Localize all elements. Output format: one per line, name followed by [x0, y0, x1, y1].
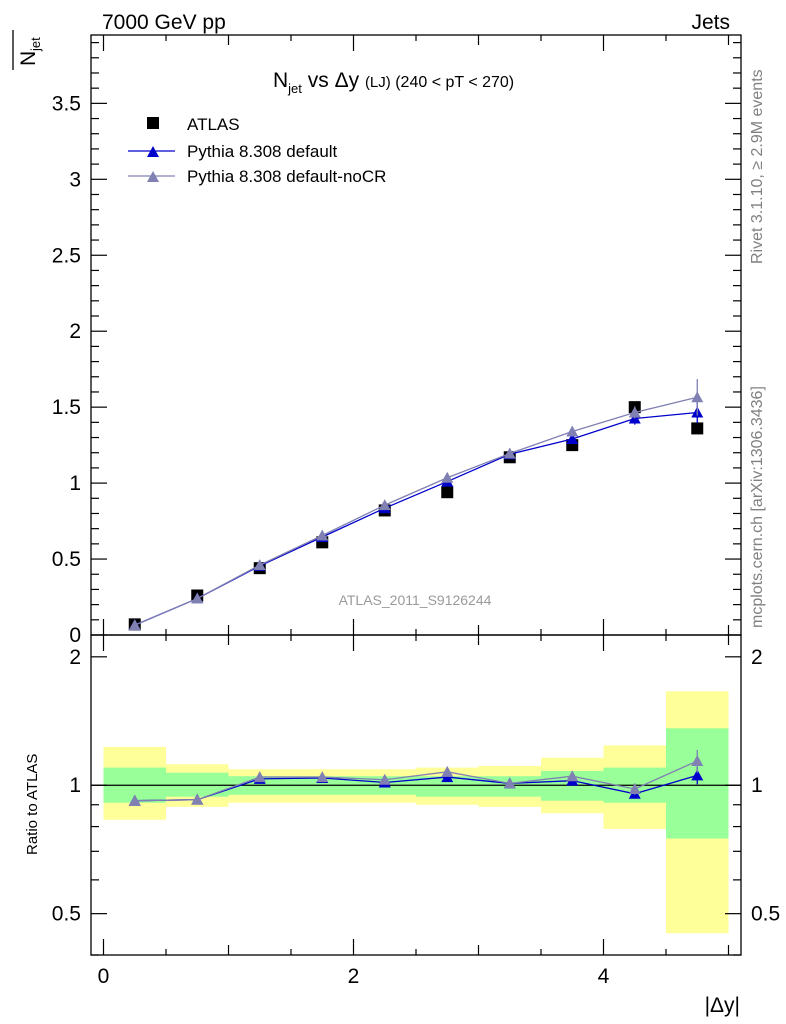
main-y-tick-label: 2: [69, 320, 81, 343]
plot-title-tail: (240 < pT < 270): [391, 74, 514, 91]
nocr-point: [253, 559, 266, 571]
main-y-tick-label: 3: [69, 168, 81, 191]
nocr-point: [503, 447, 516, 459]
plot-title-small: (LJ): [365, 74, 391, 91]
ratio-nocr-point: [316, 771, 329, 783]
nocr-point: [191, 592, 204, 604]
ratio-y-tick-label-left: 2: [69, 646, 81, 669]
ratio-default-line: [134, 774, 698, 802]
nocr-point: [441, 471, 454, 483]
legend-marker-default: [147, 146, 159, 157]
legend-label-default: Pythia 8.308 default: [187, 142, 338, 161]
header-right: Jets: [691, 11, 730, 34]
ratio-y-tick-label-left: 1: [69, 774, 81, 797]
legend: ATLAS Pythia 8.308 default Pythia 8.308 …: [128, 115, 386, 186]
y-axis-title: N jet: [12, 30, 43, 70]
plot-title: Njet vs Δy (LJ) (240 < pT < 270): [273, 69, 514, 96]
ratio-y-axis-title: Ratio to ATLAS: [24, 754, 41, 855]
atlas-data-point: [691, 422, 704, 435]
ratio-nocr-point: [191, 793, 204, 805]
nocr-point: [691, 391, 704, 403]
plot-title-mid: vs Δy: [302, 69, 365, 92]
main-y-tick-label: 1: [69, 472, 81, 495]
legend-marker-atlas: [147, 117, 159, 129]
legend-marker-nocr: [147, 171, 159, 182]
ratio-nocr-point: [128, 794, 141, 806]
y-axis-title-main: N: [17, 51, 40, 66]
legend-label-atlas: ATLAS: [187, 115, 240, 134]
main-y-tick-label: 1.5: [52, 396, 81, 419]
ratio-default-point: [691, 769, 704, 781]
nocr-point: [316, 529, 329, 541]
ratio-nocr-point: [503, 777, 516, 789]
x-tick-label: 2: [348, 965, 360, 988]
ratio-y-tick-label-left: 0.5: [52, 903, 81, 926]
nocr-point: [628, 406, 641, 418]
nocr-point: [128, 619, 141, 631]
ratio-y-tick-label-right: 2: [751, 646, 763, 669]
nocr-line: [134, 396, 698, 626]
main-y-tick-label: 0: [69, 624, 81, 647]
x-tick-label: 4: [598, 965, 610, 988]
data-series: [128, 379, 704, 806]
ratio-uncertainty-bands: [103, 691, 729, 934]
x-tick-label: 0: [98, 965, 110, 988]
main-y-tick-label: 0.5: [52, 548, 81, 571]
ratio-nocr-point: [628, 782, 641, 794]
main-y-tick-label: 3.5: [52, 92, 81, 115]
nocr-point: [378, 499, 391, 511]
ratio-y-tick-label-right: 1: [751, 774, 763, 797]
ratio-nocr-point: [253, 771, 266, 783]
header-left: 7000 GeV pp: [102, 11, 226, 34]
ratio-y-tick-label-right: 0.5: [751, 903, 780, 926]
ratio-nocr-point: [441, 765, 454, 777]
ratio-nocr-point: [691, 754, 704, 766]
nocr-point: [566, 425, 579, 437]
plot-title-sub: jet: [287, 81, 302, 96]
x-axis-title: |Δy|: [705, 994, 740, 1017]
mcplots-reference-label: mcplots.cern.ch [arXiv:1306.3436]: [749, 386, 766, 628]
y-axis-title-sub: jet: [28, 37, 43, 52]
axis-ticks: 00.511.522.533.50 2 40.5 0.51 12 2: [52, 35, 780, 988]
analysis-watermark: ATLAS_2011_S9126244: [339, 592, 492, 608]
main-y-tick-label: 2.5: [52, 244, 81, 267]
band-inner-bin: [416, 776, 479, 797]
plot-title-main: N: [273, 69, 288, 92]
atlas-data-point: [441, 486, 454, 499]
ratio-nocr-point: [566, 770, 579, 782]
ratio-nocr-point: [378, 773, 391, 785]
ratio-nocr-line: [134, 760, 698, 802]
rivet-version-label: Rivet 3.1.10, ≥ 2.9M events: [749, 69, 766, 264]
default-point: [566, 433, 579, 445]
legend-label-nocr: Pythia 8.308 default-noCR: [187, 167, 386, 186]
